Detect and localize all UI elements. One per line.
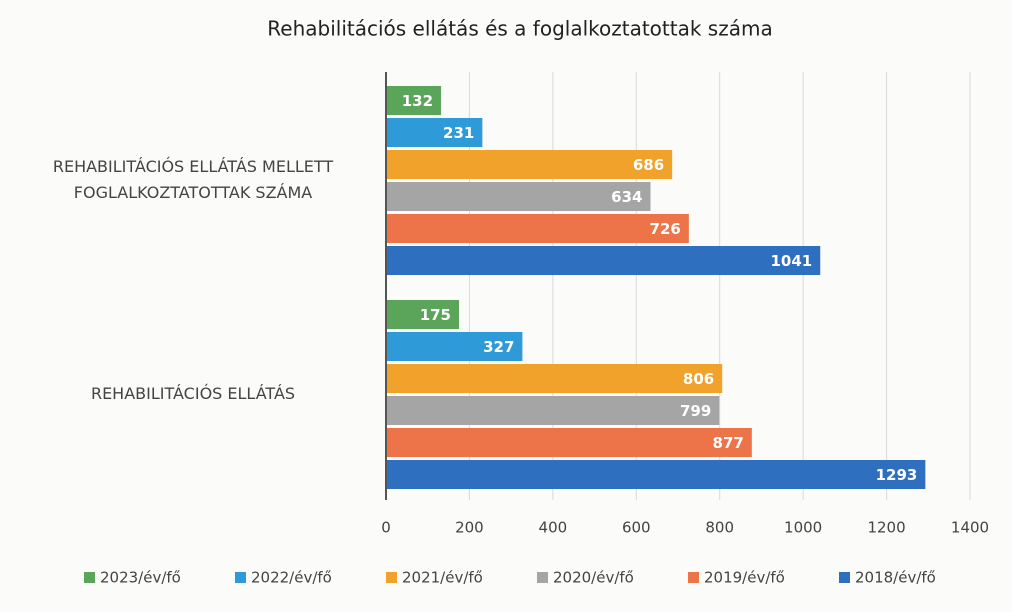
data-label: 175 bbox=[420, 306, 451, 324]
bar bbox=[386, 428, 752, 457]
legend-swatch bbox=[537, 572, 548, 583]
data-label: 327 bbox=[483, 338, 514, 356]
x-tick-label: 1000 bbox=[784, 519, 822, 537]
legend-label: 2018/év/fő bbox=[855, 569, 936, 587]
legend-swatch bbox=[235, 572, 246, 583]
legend-label: 2019/év/fő bbox=[704, 569, 785, 587]
bar bbox=[386, 182, 651, 211]
bar bbox=[386, 150, 673, 179]
legend-label: 2021/év/fő bbox=[402, 569, 483, 587]
x-tick-label: 800 bbox=[705, 519, 734, 537]
bar bbox=[386, 214, 689, 243]
legend-label: 2023/év/fő bbox=[100, 569, 181, 587]
x-tick-label: 0 bbox=[381, 519, 391, 537]
bar bbox=[386, 460, 926, 489]
legend-swatch bbox=[84, 572, 95, 583]
legend-label: 2020/év/fő bbox=[553, 569, 634, 587]
y-tick-label: REHABILITÁCIÓS ELLÁTÁS bbox=[90, 384, 296, 403]
bar bbox=[386, 86, 442, 115]
bar bbox=[386, 332, 523, 361]
data-label: 634 bbox=[611, 188, 642, 206]
legend-swatch bbox=[839, 572, 850, 583]
legend-label: 2022/év/fő bbox=[251, 569, 332, 587]
data-label: 686 bbox=[633, 156, 664, 174]
data-label: 231 bbox=[443, 124, 474, 142]
data-label: 806 bbox=[683, 370, 714, 388]
bar bbox=[386, 300, 459, 329]
bar bbox=[386, 396, 720, 425]
x-tick-label: 1400 bbox=[951, 519, 989, 537]
data-label: 132 bbox=[402, 92, 433, 110]
x-tick-label: 1200 bbox=[867, 519, 905, 537]
data-label: 1041 bbox=[770, 252, 812, 270]
bar bbox=[386, 246, 821, 275]
x-tick-label: 600 bbox=[622, 519, 651, 537]
x-tick-label: 200 bbox=[455, 519, 484, 537]
legend-swatch bbox=[386, 572, 397, 583]
y-tick-label: REHABILITÁCIÓS ELLÁTÁS MELLETT FOGLALKOZ… bbox=[52, 157, 334, 202]
data-label: 877 bbox=[713, 434, 744, 452]
legend-swatch bbox=[688, 572, 699, 583]
data-label: 1293 bbox=[876, 466, 918, 484]
chart-title: Rehabilitációs ellátás és a foglalkoztat… bbox=[267, 17, 772, 41]
data-label: 799 bbox=[680, 402, 711, 420]
bar bbox=[386, 118, 483, 147]
bar bbox=[386, 364, 723, 393]
x-tick-label: 400 bbox=[539, 519, 568, 537]
data-label: 726 bbox=[650, 220, 681, 238]
